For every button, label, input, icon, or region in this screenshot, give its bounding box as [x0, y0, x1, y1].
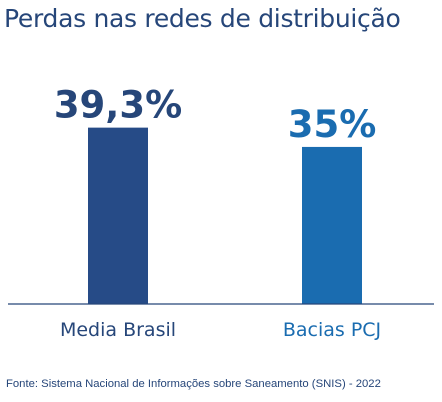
labels-group: 39,3% Media Brasil 35% Bacias PCJ [54, 84, 381, 341]
source-note: Fonte: Sistema Nacional de Informações s… [6, 378, 381, 390]
bar-media-brasil [88, 127, 148, 304]
bar-chart: 39,3% Media Brasil 35% Bacias PCJ [8, 84, 434, 341]
value-label-bacias-pcj: 35% [288, 103, 377, 146]
category-label-bacias-pcj: Bacias PCJ [283, 319, 381, 341]
bars-group [88, 127, 362, 304]
chart-title: Perdas nas redes de distribuição [4, 4, 401, 33]
category-label-media-brasil: Media Brasil [60, 319, 176, 341]
value-label-media-brasil: 39,3% [54, 84, 182, 127]
bar-bacias-pcj [302, 146, 362, 304]
